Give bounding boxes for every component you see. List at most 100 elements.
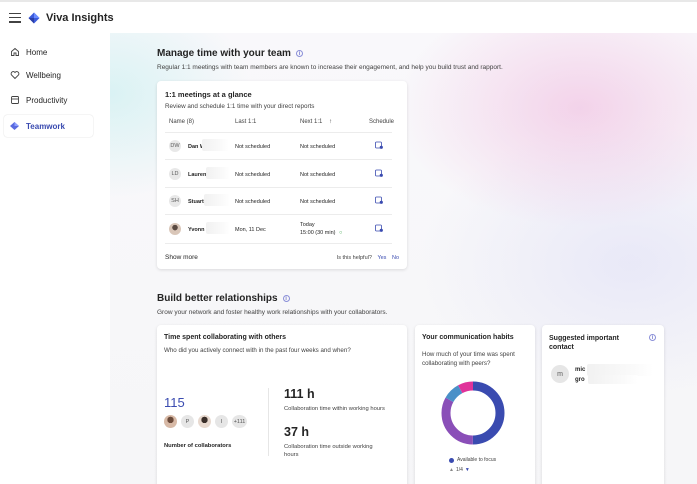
manage-title-text: Manage time with your team — [157, 48, 291, 59]
divider — [165, 214, 392, 215]
relationships-title-text: Build better relationships — [157, 293, 278, 304]
row-last-meeting: Not scheduled — [235, 199, 271, 205]
donut-segment-3[interactable] — [441, 381, 505, 445]
card-title: 1:1 meetings at a glance — [165, 90, 252, 99]
within-hours-label: Collaboration time within working hours — [284, 406, 385, 412]
row-next-meeting: Not scheduled — [300, 199, 336, 205]
row-name[interactable]: Lauren — [188, 172, 207, 178]
sidebar-item-label: Teamwork — [26, 121, 65, 131]
sidebar-item-teamwork[interactable]: Teamwork — [4, 115, 93, 137]
redacted-text — [206, 222, 230, 234]
sidebar: Home Wellbeing Productivity Teamwork — [0, 33, 110, 484]
collaborators-count[interactable]: 115 — [164, 395, 185, 410]
manage-section-title: Manage time with your team i — [157, 48, 303, 59]
collaboration-card: Time spent collaborating with others Who… — [157, 325, 407, 484]
feedback-question: Is this helpful? — [336, 255, 372, 261]
row-next-meeting: Not scheduled — [300, 144, 336, 150]
redacted-text — [202, 139, 229, 151]
arrow-down-icon[interactable]: ▼ — [464, 467, 470, 473]
outside-hours-label: Collaboration time outside working hours — [284, 444, 373, 458]
column-header-next[interactable]: Next 1:1 ↑ — [300, 119, 332, 125]
productivity-icon — [9, 95, 20, 106]
contact-name[interactable]: mic — [575, 367, 586, 373]
info-icon[interactable]: i — [649, 334, 656, 341]
schedule-calendar-icon[interactable] — [375, 141, 383, 149]
schedule-calendar-icon[interactable] — [375, 224, 383, 232]
info-icon[interactable]: i — [282, 295, 290, 302]
row-next-meeting: Not scheduled — [300, 172, 336, 178]
hamburger-menu-icon[interactable] — [9, 12, 21, 23]
card-title: Suggested important contact — [549, 335, 620, 351]
heart-icon — [9, 70, 20, 81]
viva-insights-logo-icon — [28, 12, 40, 23]
avatar — [169, 223, 181, 235]
redacted-text — [588, 375, 638, 384]
check-circle-icon: ○ — [339, 230, 343, 236]
avatar[interactable]: P — [181, 415, 194, 428]
show-more-link[interactable]: Show more — [165, 254, 198, 261]
avatar: LD — [169, 168, 181, 180]
suggested-contact-card: Suggested important contact i m mic gro — [542, 325, 664, 484]
column-header-next-label: Next 1:1 — [300, 119, 323, 125]
redacted-text — [206, 167, 230, 179]
row-name[interactable]: Yvonn — [188, 227, 205, 233]
card-title: Your communication habits — [422, 334, 514, 341]
collaborators-label: Number of collaborators — [164, 443, 232, 449]
column-header-last[interactable]: Last 1:1 — [235, 119, 257, 125]
row-next-time-text: 15:00 (30 min) — [300, 230, 336, 236]
redacted-text — [587, 364, 653, 376]
schedule-calendar-icon[interactable] — [375, 169, 383, 177]
row-next-meeting-time: 15:00 (30 min) ○ — [300, 230, 342, 236]
communication-habits-card: Your communication habits How much of yo… — [415, 325, 535, 484]
feedback-prompt: Is this helpful? Yes No — [337, 255, 399, 261]
card-title: Time spent collaborating with others — [164, 334, 286, 341]
sidebar-item-label: Home — [26, 47, 48, 57]
outside-hours-value: 37 h — [284, 425, 310, 439]
sidebar-item-label: Wellbeing — [26, 70, 61, 80]
feedback-no-link[interactable]: No — [391, 255, 399, 261]
contact-group: gro — [575, 377, 585, 383]
relationships-section-subtitle: Grow your network and foster healthy wor… — [157, 309, 388, 316]
one-on-one-card: 1:1 meetings at a glance Review and sche… — [157, 81, 407, 269]
arrow-up-icon[interactable]: ▲ — [449, 467, 454, 473]
row-last-meeting: Mon, 11 Dec — [235, 227, 266, 233]
column-header-name[interactable]: Name (8) — [169, 119, 195, 125]
avatar: SH — [169, 195, 181, 207]
sidebar-item-home[interactable]: Home — [4, 41, 93, 63]
card-subtitle: Review and schedule 1:1 time with your d… — [165, 103, 315, 110]
feedback-yes-link[interactable]: Yes — [377, 255, 387, 261]
collaborator-avatars: P I +111 — [164, 415, 251, 428]
schedule-calendar-icon[interactable] — [375, 196, 383, 204]
avatar[interactable] — [164, 415, 177, 428]
avatar[interactable] — [198, 415, 211, 428]
info-icon[interactable]: i — [295, 50, 303, 57]
chart-pager: ▲ 1/4 ▼ — [449, 467, 470, 473]
row-next-meeting: Today — [300, 222, 315, 228]
column-header-schedule: Schedule — [369, 119, 395, 125]
chart-legend: Available to focus — [449, 457, 496, 463]
avatar: DW — [169, 140, 181, 152]
within-hours-value: 111 h — [284, 387, 315, 401]
row-last-meeting: Not scheduled — [235, 144, 271, 150]
redacted-text — [204, 194, 230, 206]
row-name[interactable]: Dan W — [188, 144, 206, 150]
more-avatars-badge[interactable]: +111 — [232, 415, 247, 428]
row-name[interactable]: Stuart — [188, 199, 204, 205]
manage-section-subtitle: Regular 1:1 meetings with team members a… — [157, 64, 503, 71]
avatar[interactable]: m — [551, 365, 569, 383]
card-subtitle: Who did you actively connect with in the… — [164, 347, 351, 354]
divider — [165, 159, 392, 160]
communication-donut-chart[interactable] — [438, 378, 508, 448]
card-subtitle: How much of your time was spent collabor… — [422, 351, 515, 367]
app-title: Viva Insights — [46, 11, 114, 24]
divider — [165, 243, 392, 244]
sidebar-item-wellbeing[interactable]: Wellbeing — [4, 64, 93, 86]
donut-segment-1[interactable] — [441, 381, 505, 445]
avatar[interactable]: I — [215, 415, 228, 428]
main-content: Manage time with your team i Regular 1:1… — [110, 33, 697, 484]
divider — [165, 187, 392, 188]
sidebar-item-productivity[interactable]: Productivity — [4, 89, 93, 111]
pager-text: 1/4 — [455, 467, 463, 473]
teamwork-icon — [9, 121, 20, 132]
divider — [165, 132, 392, 133]
